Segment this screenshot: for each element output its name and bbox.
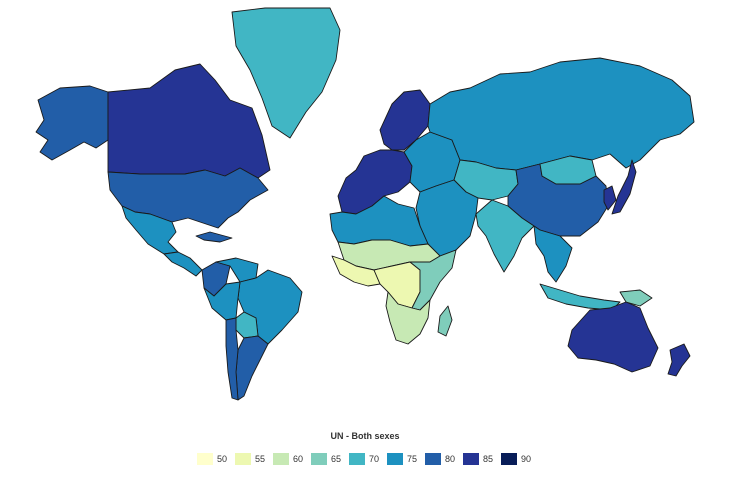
legend-label: 90 — [521, 454, 532, 464]
legend-swatch-50 — [197, 453, 213, 465]
legend-label: 70 — [369, 454, 380, 464]
legend-label: 80 — [445, 454, 456, 464]
legend-swatch-60 — [273, 453, 289, 465]
legend-label: 85 — [483, 454, 494, 464]
legend-swatch-75 — [387, 453, 403, 465]
legend-swatch-80 — [425, 453, 441, 465]
map-canvas — [35, 7, 695, 401]
region-east-africa[interactable] — [409, 249, 457, 311]
legend-item-80: 80 — [425, 453, 457, 465]
legend-item-50: 50 — [197, 453, 229, 465]
legend-item-65: 65 — [311, 453, 343, 465]
region-mexico[interactable] — [121, 205, 179, 255]
region-india[interactable] — [475, 199, 535, 273]
region-greenland[interactable] — [231, 7, 341, 139]
legend-item-90: 90 — [501, 453, 533, 465]
legend-item-75: 75 — [387, 453, 419, 465]
legend-item-70: 70 — [349, 453, 381, 465]
legend-swatch-65 — [311, 453, 327, 465]
region-chile[interactable] — [225, 317, 239, 401]
region-central-america[interactable] — [163, 251, 203, 277]
legend-label: 75 — [407, 454, 418, 464]
legend-label: 50 — [217, 454, 228, 464]
legend-label: 60 — [293, 454, 304, 464]
legend-label: 65 — [331, 454, 342, 464]
region-peru[interactable] — [203, 281, 241, 321]
region-mongolia[interactable] — [539, 155, 597, 185]
region-southern-africa[interactable] — [385, 291, 431, 345]
region-alaska[interactable] — [35, 85, 109, 161]
legend-item-60: 60 — [273, 453, 305, 465]
legend-title: UN - Both sexes — [330, 431, 400, 441]
legend: 50 55 60 65 70 75 80 85 90 — [0, 451, 730, 467]
region-korea[interactable] — [603, 185, 617, 211]
legend-swatch-85 — [463, 453, 479, 465]
region-cuba[interactable] — [195, 231, 233, 243]
region-papua-new-guinea[interactable] — [619, 289, 653, 307]
legend-swatch-90 — [501, 453, 517, 465]
legend-item-85: 85 — [463, 453, 495, 465]
world-map — [35, 7, 695, 401]
legend-item-55: 55 — [235, 453, 267, 465]
region-new-zealand[interactable] — [667, 343, 691, 377]
region-madagascar[interactable] — [437, 305, 453, 337]
region-japan[interactable] — [611, 159, 637, 215]
region-southeast-asia[interactable] — [533, 225, 573, 283]
legend-swatch-55 — [235, 453, 251, 465]
legend-swatch-70 — [349, 453, 365, 465]
region-australia[interactable] — [567, 301, 659, 373]
legend-label: 55 — [255, 454, 266, 464]
